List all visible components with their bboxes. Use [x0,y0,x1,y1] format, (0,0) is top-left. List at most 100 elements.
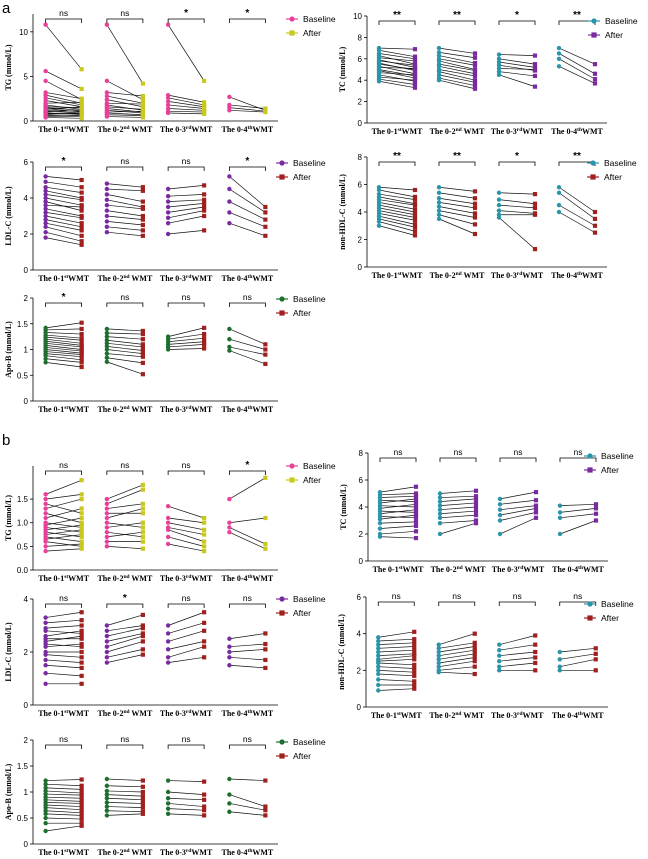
x-tick-label: The 0-2nd WMT [430,127,486,136]
pair-line [45,358,82,363]
pair-line [45,347,82,352]
pair-line [379,509,417,515]
pair-line [438,642,475,649]
after-point [202,228,207,233]
baseline-point [496,72,502,78]
baseline-point [104,813,110,818]
pair-line [45,479,82,495]
baseline-point [104,355,110,360]
after-point [140,331,145,337]
baseline-point [104,93,110,99]
baseline-point [227,644,232,649]
baseline-point [436,72,442,78]
significance-bracket [438,20,476,25]
legend-after-marker [587,615,593,621]
pair-line [439,502,477,506]
after-point [79,228,84,233]
pair-line [499,512,537,521]
y-tick-label: 1 [24,788,29,797]
baseline-point [104,230,110,235]
pair-line [378,213,416,221]
after-point [79,821,84,826]
baseline-point [556,64,562,69]
significance-bracket [167,470,205,475]
pair-line [498,64,536,71]
baseline-point [104,796,110,801]
baseline-point [436,669,441,675]
significance-bracket [377,601,415,606]
after-point [202,808,207,813]
after-point [473,496,479,501]
after-point [79,546,84,551]
baseline-point [43,811,48,817]
baseline-point [104,804,110,809]
significance-label: ns [120,292,129,302]
pair-line [106,810,143,813]
pair-line [45,349,82,354]
chart-2: 0 2 4 6 LDL-C (mmol/L) The 0-1stWMT * The 0-2nd… [4,156,326,283]
baseline-point [104,224,110,229]
after-point [79,787,84,792]
significance-label: ns [513,591,522,601]
x-tick-label: The 0-1stWMT [38,848,90,857]
after-point [532,53,538,58]
after-point [472,222,478,227]
after-point [412,197,418,202]
after-point [263,808,268,813]
baseline-point [377,526,383,531]
chart-0: 0 5 10 TG (mmol/L) The 0-1stWMT ns The 0-2nd W… [4,8,336,134]
pair-line [168,527,205,535]
pair-line [168,206,205,213]
pair-line [378,53,416,60]
pair-line [45,541,82,547]
after-point [79,515,84,521]
baseline-point [496,66,502,71]
significance-bracket [438,161,476,166]
after-point [79,527,84,532]
after-point [472,631,477,636]
baseline-point [557,657,562,662]
after-point [202,201,207,206]
baseline-point [437,503,443,508]
after-point [532,201,538,206]
pair-line [106,231,143,237]
pair-line [45,107,82,111]
baseline-point [496,190,502,195]
pair-line [438,214,476,225]
baseline-point [43,805,48,810]
pair-line [106,635,143,648]
pair-line [378,646,415,649]
significance-label: ns [394,447,403,457]
baseline-point [227,210,232,215]
pair-line [45,362,82,368]
y-axis-label: non-HDL-C (mmol/L) [337,614,346,690]
after-point [79,816,84,822]
significance-bracket [439,457,477,462]
x-tick-label: The 0-2nd WMT [97,848,153,857]
pair-line [45,353,82,358]
baseline-point [376,682,381,688]
pair-line [45,536,82,542]
significance-label: * [515,151,519,162]
baseline-point [376,219,382,224]
pair-line [45,338,82,344]
x-tick-label: The 0-1stWMT [372,127,424,136]
baseline-point [437,491,443,496]
y-tick-label: 1.5 [17,495,29,504]
pair-line [499,505,537,511]
pair-line [168,112,205,115]
pair-line [45,117,82,119]
legend-after-label: After [604,172,622,182]
x-tick-label: The 0-3rdWMT [160,709,213,718]
baseline-point [43,115,48,120]
legend-baseline-marker [591,18,597,24]
pair-line [378,67,416,69]
baseline-point [104,181,110,186]
x-tick-label: The 0-3rdWMT [491,127,544,136]
legend: Baseline After [588,16,638,40]
significance-bracket [228,166,266,171]
y-axis-label: LDL-C (mmol/L) [4,622,13,682]
after-point [532,62,538,67]
after-point [472,189,478,194]
after-point [532,247,538,252]
